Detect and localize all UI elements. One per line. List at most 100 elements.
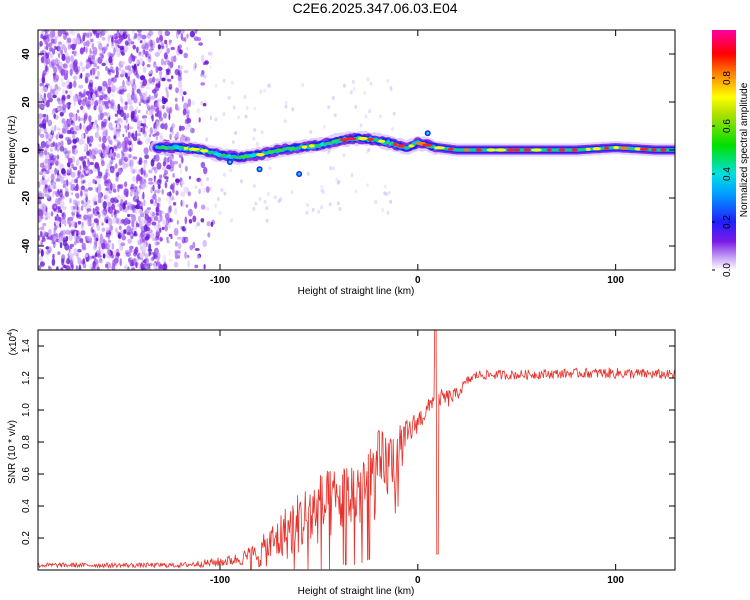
noise-speckle xyxy=(45,30,50,33)
noise-speckle xyxy=(253,128,257,132)
noise-speckle xyxy=(153,175,156,183)
ridge-hotspot xyxy=(188,147,200,151)
noise-speckle xyxy=(93,105,97,111)
noise-speckle xyxy=(130,117,135,122)
noise-speckle xyxy=(55,142,58,151)
noise-speckle xyxy=(128,248,133,253)
noise-speckle xyxy=(117,121,120,130)
noise-speckle xyxy=(273,195,277,200)
noise-speckle xyxy=(350,173,354,178)
noise-speckle xyxy=(81,66,86,72)
noise-speckle xyxy=(383,191,387,196)
noise-speckle xyxy=(194,30,198,34)
noise-speckle xyxy=(123,45,129,52)
noise-speckle xyxy=(156,37,160,44)
ridge-hotspot xyxy=(319,142,325,146)
noise-speckle xyxy=(52,158,57,162)
noise-speckle xyxy=(94,162,100,169)
noise-speckle xyxy=(43,103,49,107)
noise-speckle xyxy=(134,32,138,39)
noise-speckle xyxy=(108,122,113,130)
noise-speckle xyxy=(128,56,133,64)
noise-speckle xyxy=(97,114,101,121)
noise-speckle xyxy=(80,262,84,266)
noise-speckle xyxy=(164,176,169,180)
noise-speckle xyxy=(54,114,59,120)
y-tick-label: -40 xyxy=(21,238,32,253)
noise-speckle xyxy=(64,103,68,108)
noise-speckle xyxy=(143,95,148,101)
noise-speckle xyxy=(66,138,71,146)
noise-speckle xyxy=(193,36,199,41)
snr-background xyxy=(38,330,675,570)
noise-speckle xyxy=(66,258,70,265)
noise-speckle xyxy=(208,51,213,56)
y-tick-label: 40 xyxy=(21,48,32,60)
noise-speckle xyxy=(105,187,110,191)
noise-speckle xyxy=(57,162,62,169)
noise-speckle xyxy=(50,162,54,166)
noise-speckle xyxy=(94,150,98,156)
noise-speckle xyxy=(116,153,120,159)
noise-speckle xyxy=(153,61,156,65)
noise-speckle xyxy=(161,226,165,231)
noise-speckle xyxy=(234,131,238,135)
noise-speckle xyxy=(196,107,201,114)
noise-speckle xyxy=(186,123,191,128)
noise-speckle xyxy=(137,133,141,137)
noise-speckle xyxy=(93,147,98,155)
noise-speckle xyxy=(165,218,170,226)
noise-speckle xyxy=(101,160,105,167)
noise-speckle xyxy=(124,263,128,270)
noise-speckle xyxy=(136,88,141,94)
noise-speckle xyxy=(171,75,174,80)
noise-speckle xyxy=(75,236,79,244)
noise-speckle xyxy=(46,249,51,255)
noise-speckle xyxy=(56,224,59,228)
noise-speckle xyxy=(111,81,114,87)
noise-speckle xyxy=(44,216,49,221)
noise-speckle xyxy=(154,189,157,196)
noise-speckle xyxy=(69,168,72,176)
noise-speckle xyxy=(59,145,65,152)
noise-speckle xyxy=(177,107,180,111)
noise-speckle xyxy=(328,202,332,207)
noise-speckle xyxy=(68,112,74,118)
noise-speckle xyxy=(142,125,146,134)
noise-speckle xyxy=(263,199,267,204)
noise-speckle xyxy=(125,250,129,255)
noise-speckle xyxy=(70,171,76,178)
noise-speckle xyxy=(116,52,121,58)
noise-speckle xyxy=(80,230,86,236)
noise-speckle xyxy=(204,60,209,65)
noise-speckle xyxy=(161,40,165,45)
noise-speckle xyxy=(105,96,111,101)
noise-speckle xyxy=(177,74,182,82)
noise-speckle xyxy=(60,176,64,181)
noise-speckle xyxy=(106,226,110,234)
noise-speckle xyxy=(136,114,139,122)
noise-speckle xyxy=(283,119,287,124)
noise-speckle xyxy=(61,168,66,175)
noise-speckle xyxy=(96,65,100,70)
noise-speckle xyxy=(109,53,115,58)
noise-speckle xyxy=(164,39,168,45)
noise-speckle xyxy=(112,217,117,224)
noise-speckle xyxy=(53,235,57,241)
noise-speckle xyxy=(114,227,119,233)
noise-speckle xyxy=(150,95,156,100)
noise-speckle xyxy=(336,180,340,185)
ridge-hotspot xyxy=(392,142,398,147)
noise-speckle xyxy=(146,105,151,110)
noise-speckle xyxy=(151,166,157,171)
noise-speckle xyxy=(342,153,346,158)
noise-speckle xyxy=(101,36,106,41)
noise-speckle xyxy=(145,86,151,90)
noise-speckle xyxy=(230,218,233,223)
noise-speckle xyxy=(46,114,49,123)
noise-speckle xyxy=(174,241,178,247)
noise-speckle xyxy=(148,177,153,182)
ridge-hotspot xyxy=(268,150,274,154)
noise-speckle xyxy=(108,217,111,222)
noise-speckle xyxy=(138,159,142,165)
